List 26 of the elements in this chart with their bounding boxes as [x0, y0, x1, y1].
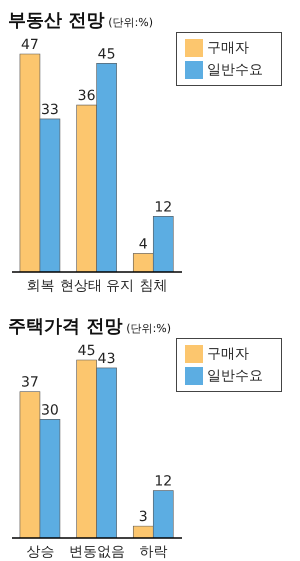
legend-label: 일반수요 — [207, 368, 263, 384]
chart-title: 부동산 전망 — [8, 10, 104, 31]
data-label: 45 — [98, 46, 116, 62]
legend-label: 구매자 — [207, 40, 249, 56]
data-label: 33 — [41, 102, 59, 118]
data-label: 12 — [154, 199, 172, 216]
data-label: 3 — [138, 509, 148, 526]
chart-title: 주택가격 전망 — [8, 316, 122, 337]
data-label: 45 — [78, 343, 96, 359]
x-tick-label: 변동없음 — [69, 544, 125, 560]
data-label: 43 — [98, 350, 116, 367]
x-tick-label: 하락 — [140, 544, 168, 560]
x-tick-label: 침체 — [140, 278, 168, 294]
x-tick-label: 상승 — [26, 544, 54, 560]
data-label: 47 — [21, 37, 39, 53]
legend-label: 구매자 — [207, 346, 249, 362]
chart-subtitle: (단위:%) — [126, 322, 172, 335]
data-label: 37 — [21, 374, 39, 391]
chart-subtitle: (단위:%) — [108, 16, 154, 29]
data-label: 12 — [154, 474, 172, 490]
legend-label: 일반수요 — [207, 62, 263, 78]
data-label: 36 — [78, 88, 96, 104]
x-tick-label: 회복 — [26, 278, 54, 294]
data-label: 30 — [41, 402, 59, 418]
data-label: 4 — [138, 236, 148, 252]
x-tick-label: 현상태 유지 — [60, 278, 134, 294]
